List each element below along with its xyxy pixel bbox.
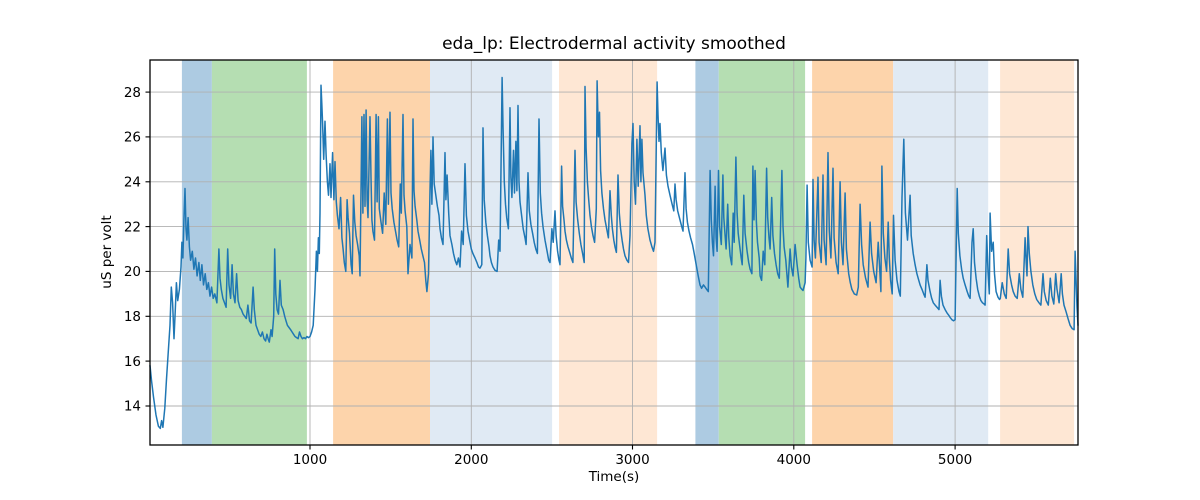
highlight-band-blue <box>695 60 719 445</box>
y-tick-label: 28 <box>124 85 141 101</box>
y-tick-label: 22 <box>124 219 141 235</box>
highlight-band-orange <box>333 60 430 445</box>
series-line-eda_lp <box>149 76 1079 430</box>
y-tick-label: 20 <box>124 264 141 280</box>
x-tick-label: 5000 <box>938 452 972 468</box>
y-tick-label: 18 <box>124 309 141 325</box>
x-tick-label: 1000 <box>293 452 327 468</box>
y-tick-label: 26 <box>124 130 141 146</box>
axes-frame <box>149 59 1079 446</box>
x-tick-label: 2000 <box>454 452 488 468</box>
y-axis-label: uS per volt <box>99 215 115 289</box>
chart-title: eda_lp: Electrodermal activity smoothed <box>442 34 786 54</box>
y-tick-label: 14 <box>124 399 141 415</box>
y-tick-label: 16 <box>124 354 141 370</box>
x-tick-label: 4000 <box>777 452 811 468</box>
x-tick-label: 3000 <box>615 452 649 468</box>
y-tick-label: 24 <box>124 175 141 191</box>
highlight-band-blue <box>181 60 212 445</box>
highlight-band-lightblue <box>430 60 553 445</box>
highlight-band-lightorange <box>559 60 658 445</box>
x-axis-label: Time(s) <box>588 469 640 485</box>
highlight-band-lightorange <box>1000 60 1075 445</box>
highlight-band-green <box>211 60 307 445</box>
